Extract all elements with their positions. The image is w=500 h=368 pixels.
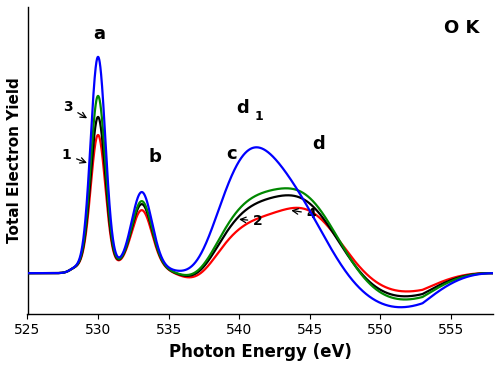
- Text: 2: 2: [240, 214, 263, 228]
- Y-axis label: Total Electron Yield: Total Electron Yield: [7, 78, 22, 243]
- Text: 3: 3: [63, 100, 86, 118]
- Text: d: d: [312, 135, 325, 153]
- Text: 4: 4: [292, 206, 316, 220]
- Text: 1: 1: [62, 148, 86, 163]
- Text: d: d: [236, 99, 249, 117]
- Text: c: c: [226, 145, 237, 163]
- Text: O K: O K: [444, 19, 479, 37]
- X-axis label: Photon Energy (eV): Photon Energy (eV): [169, 343, 352, 361]
- Text: 1: 1: [254, 110, 264, 123]
- Text: b: b: [149, 148, 162, 166]
- Text: a: a: [94, 25, 106, 43]
